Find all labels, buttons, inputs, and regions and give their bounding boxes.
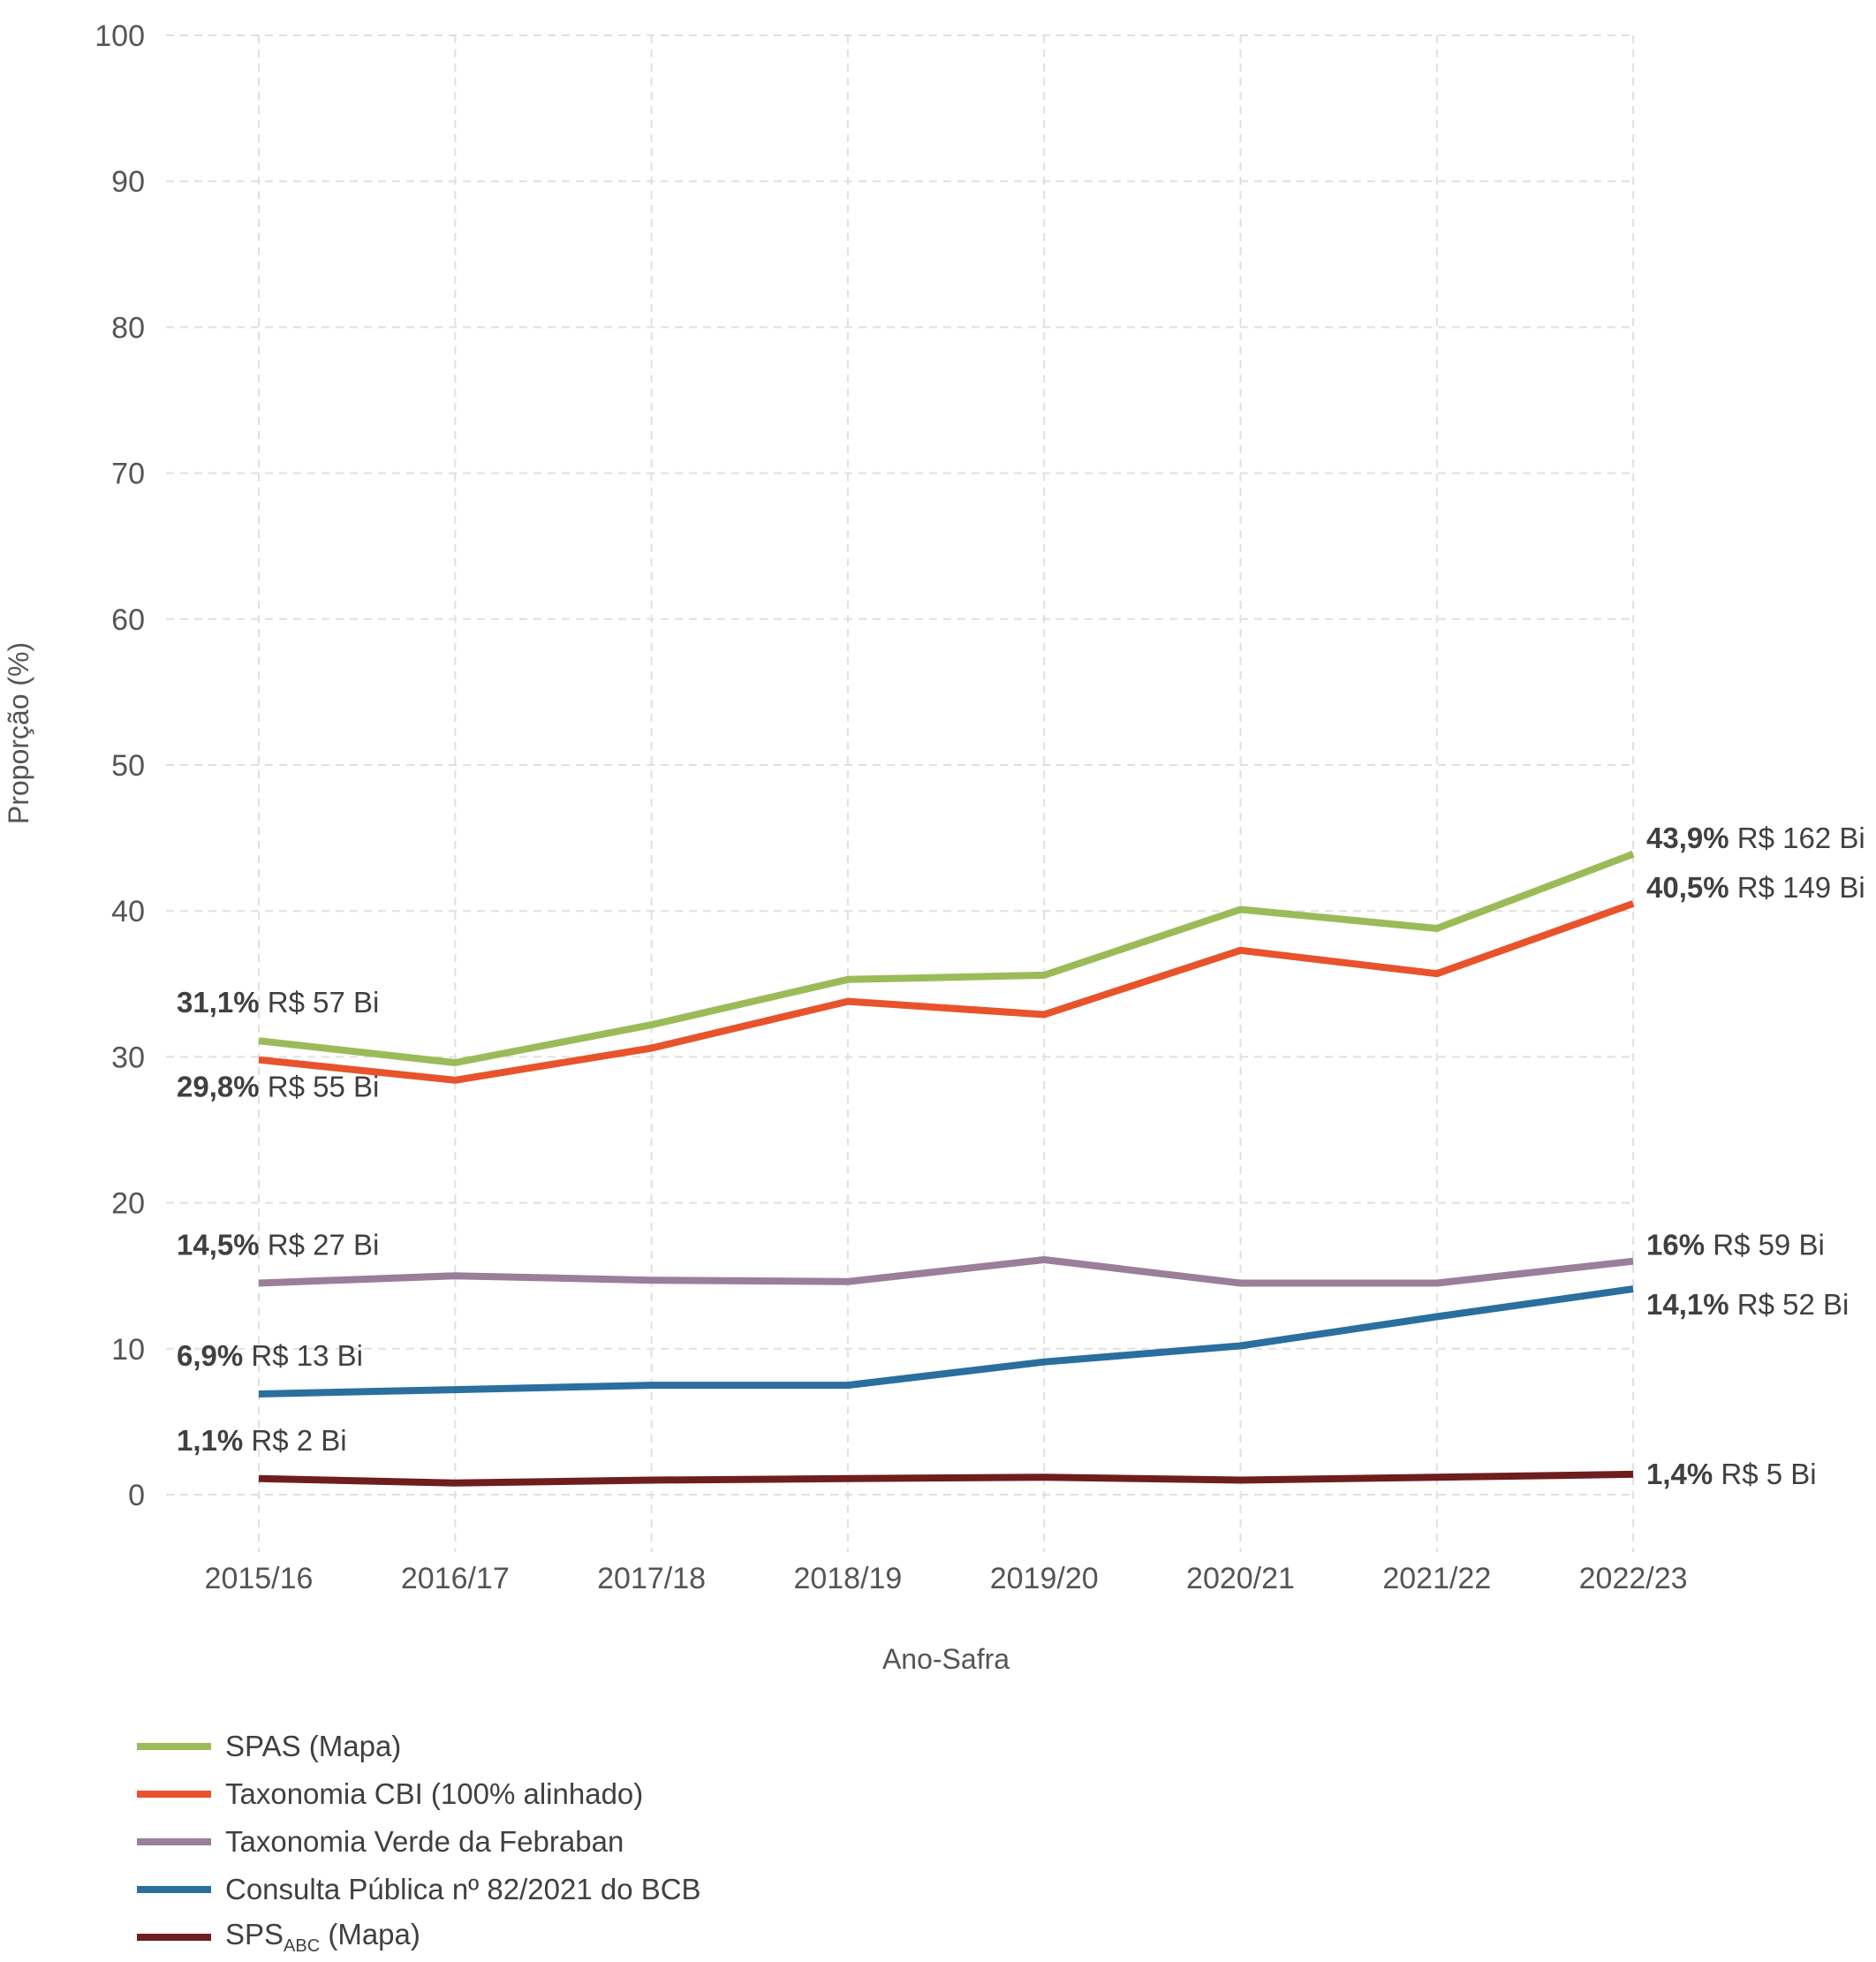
y-tick-label: 70 (111, 458, 145, 491)
series-line (258, 851, 1635, 1066)
data-label: 14,5% R$ 27 Bi (177, 1228, 379, 1261)
legend: SPAS (Mapa) Taxonomia CBI (100% alinhado… (137, 1723, 701, 1961)
data-label-percent: 14,1% (1646, 1288, 1729, 1321)
y-axis-title: Proporção (%) (3, 642, 34, 824)
legend-label: Taxonomia Verde da Febraban (225, 1825, 624, 1858)
x-tick-label: 2018/19 (793, 1562, 902, 1595)
data-label-amount: R$ 52 Bi (1729, 1288, 1850, 1321)
x-tick-label: 2020/21 (1186, 1562, 1295, 1595)
y-tick-label: 60 (111, 603, 145, 637)
x-tick-label: 2019/20 (990, 1562, 1099, 1595)
x-tick-label: 2016/17 (401, 1562, 510, 1595)
data-label-amount: R$ 162 Bi (1729, 822, 1865, 854)
data-label: 1,4% R$ 5 Bi (1646, 1458, 1817, 1490)
data-label-percent: 1,1% (177, 1424, 243, 1457)
series-line (258, 1470, 1634, 1487)
y-axis-ticks: 0 10 20 30 40 50 60 70 80 90 100 (95, 19, 145, 1512)
legend-swatch (137, 1838, 211, 1845)
y-tick-label: 50 (111, 749, 145, 783)
data-label-amount: R$ 59 Bi (1705, 1229, 1825, 1261)
x-tick-label: 2021/22 (1382, 1562, 1491, 1595)
data-label-percent: 43,9% (1646, 822, 1729, 854)
data-label-percent: 6,9% (177, 1339, 243, 1372)
data-label: 43,9% R$ 162 Bi (1646, 822, 1865, 854)
x-axis-title: Ano-Safra (882, 1643, 1010, 1675)
legend-swatch (137, 1743, 211, 1750)
data-label-amount: R$ 149 Bi (1729, 871, 1865, 904)
x-tick-label: 2017/18 (597, 1562, 706, 1595)
x-axis-ticks: 2015/16 2016/17 2017/18 2018/19 2019/20 2020/… (205, 1562, 1688, 1595)
y-tick-label: 100 (95, 19, 145, 53)
data-label-amount: R$ 2 Bi (243, 1424, 346, 1457)
data-label: 16% R$ 59 Bi (1646, 1229, 1825, 1261)
series-line (258, 1256, 1634, 1287)
x-tick-label: 2022/23 (1579, 1562, 1688, 1595)
legend-label: Consulta Pública nº 82/2021 do BCB (225, 1873, 701, 1905)
legend-label-suffix: (Mapa) (320, 1918, 420, 1951)
data-label: 14,1% R$ 52 Bi (1646, 1288, 1849, 1321)
data-label-percent: 40,5% (1646, 871, 1729, 904)
legend-label-subscript: ABC (284, 1936, 321, 1956)
data-label-percent: 14,5% (177, 1228, 260, 1261)
series-line (258, 1285, 1634, 1398)
legend-item-spas: SPAS (Mapa) (137, 1723, 701, 1770)
data-label-amount: R$ 27 Bi (260, 1228, 380, 1261)
legend-item-febraban: Taxonomia Verde da Febraban (137, 1818, 701, 1866)
y-tick-label: 40 (111, 895, 145, 928)
data-label-amount: R$ 5 Bi (1713, 1458, 1816, 1490)
legend-item-bcb: Consulta Pública nº 82/2021 do BCB (137, 1866, 701, 1913)
data-label: 31,1% R$ 57 Bi (177, 986, 379, 1019)
data-label-amount: R$ 55 Bi (260, 1071, 380, 1103)
legend-label: SPSABC (Mapa) (225, 1918, 420, 1957)
data-label-percent: 31,1% (177, 986, 260, 1019)
y-tick-label: 20 (111, 1187, 145, 1221)
legend-label: SPAS (Mapa) (225, 1730, 402, 1762)
data-label-percent: 16% (1646, 1229, 1705, 1261)
legend-swatch (137, 1886, 211, 1893)
data-label-percent: 1,4% (1646, 1458, 1713, 1490)
data-label: 40,5% R$ 149 Bi (1646, 871, 1865, 904)
data-labels: 31,1% R$ 57 Bi 43,9% R$ 162 Bi 29,8% R$ 55… (177, 822, 1865, 1490)
x-tick-label: 2015/16 (205, 1562, 314, 1595)
legend-label: Taxonomia CBI (100% alinhado) (225, 1777, 644, 1810)
y-tick-label: 10 (111, 1333, 145, 1367)
legend-swatch (137, 1934, 211, 1941)
data-label: 6,9% R$ 13 Bi (177, 1339, 363, 1372)
legend-item-sps-abc: SPSABC (Mapa) (137, 1913, 701, 1961)
grid (166, 34, 1635, 1552)
y-tick-label: 80 (111, 311, 145, 345)
y-tick-label: 0 (128, 1479, 145, 1512)
data-label: 1,1% R$ 2 Bi (177, 1424, 347, 1457)
y-tick-label: 30 (111, 1041, 145, 1074)
data-label: 29,8% R$ 55 Bi (177, 1071, 379, 1103)
data-label-amount: R$ 57 Bi (260, 986, 380, 1019)
data-label-amount: R$ 13 Bi (243, 1339, 363, 1372)
series-lines (258, 851, 1635, 1487)
series-line (258, 900, 1635, 1084)
legend-swatch (137, 1791, 211, 1798)
legend-item-cbi: Taxonomia CBI (100% alinhado) (137, 1770, 701, 1818)
y-tick-label: 90 (111, 165, 145, 199)
legend-label-main: SPS (225, 1918, 284, 1951)
data-label-percent: 29,8% (177, 1071, 260, 1103)
